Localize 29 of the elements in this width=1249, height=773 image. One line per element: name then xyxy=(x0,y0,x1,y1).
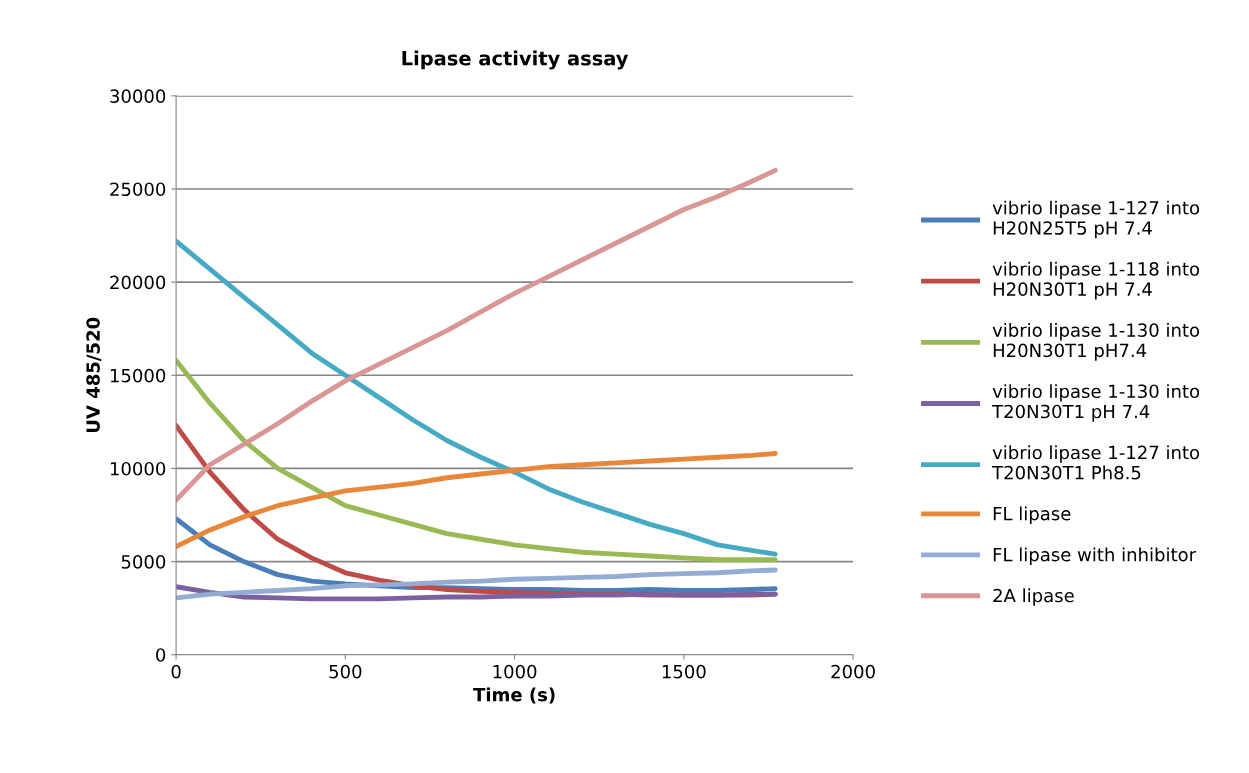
legend-label: 2A lipase xyxy=(993,588,1074,606)
line-series xyxy=(176,167,778,503)
legend-label: vibrio lipase 1-118 into H20N30T1 pH 7.4 xyxy=(992,261,1200,300)
legend-label: vibrio lipase 1-130 into T20N30T1 pH 7.4 xyxy=(992,384,1200,422)
y-tick-label: 30000 xyxy=(110,89,166,103)
line-series xyxy=(176,451,778,550)
x-tick-label: 2000 xyxy=(831,664,875,679)
legend-label: vibrio lipase 1-127 into T20N30T1 Ph8.5 xyxy=(992,445,1200,480)
legend-label: FL lipase xyxy=(993,506,1071,524)
legend-label: FL lipase with inhibitor xyxy=(993,547,1197,565)
line-series xyxy=(176,357,778,563)
line-series xyxy=(176,584,778,602)
legend-label: vibrio lipase 1-127 into H20N25T5 pH 7.4 xyxy=(992,200,1200,239)
y-tick-label: 10000 xyxy=(110,461,166,476)
x-axis-title: Time (s) xyxy=(473,687,555,704)
y-tick-label: 0 xyxy=(156,648,166,662)
y-axis-title: UV 485/520 xyxy=(86,317,102,433)
x-tick-label: 0 xyxy=(171,664,181,679)
y-tick-label: 15000 xyxy=(110,368,166,383)
legend-label: vibrio lipase 1-130 into H20N30T1 pH7.4 xyxy=(992,322,1200,361)
y-tick-label: 5000 xyxy=(121,555,166,569)
x-tick-label: 500 xyxy=(329,664,362,679)
y-tick-label: 20000 xyxy=(110,275,166,290)
y-tick-label: 25000 xyxy=(110,182,166,197)
x-tick-label: 1000 xyxy=(493,664,537,679)
line-series xyxy=(176,238,778,557)
x-tick-label: 1500 xyxy=(662,664,706,679)
chart-title: Lipase activity assay xyxy=(402,50,629,70)
line-series xyxy=(176,567,778,601)
